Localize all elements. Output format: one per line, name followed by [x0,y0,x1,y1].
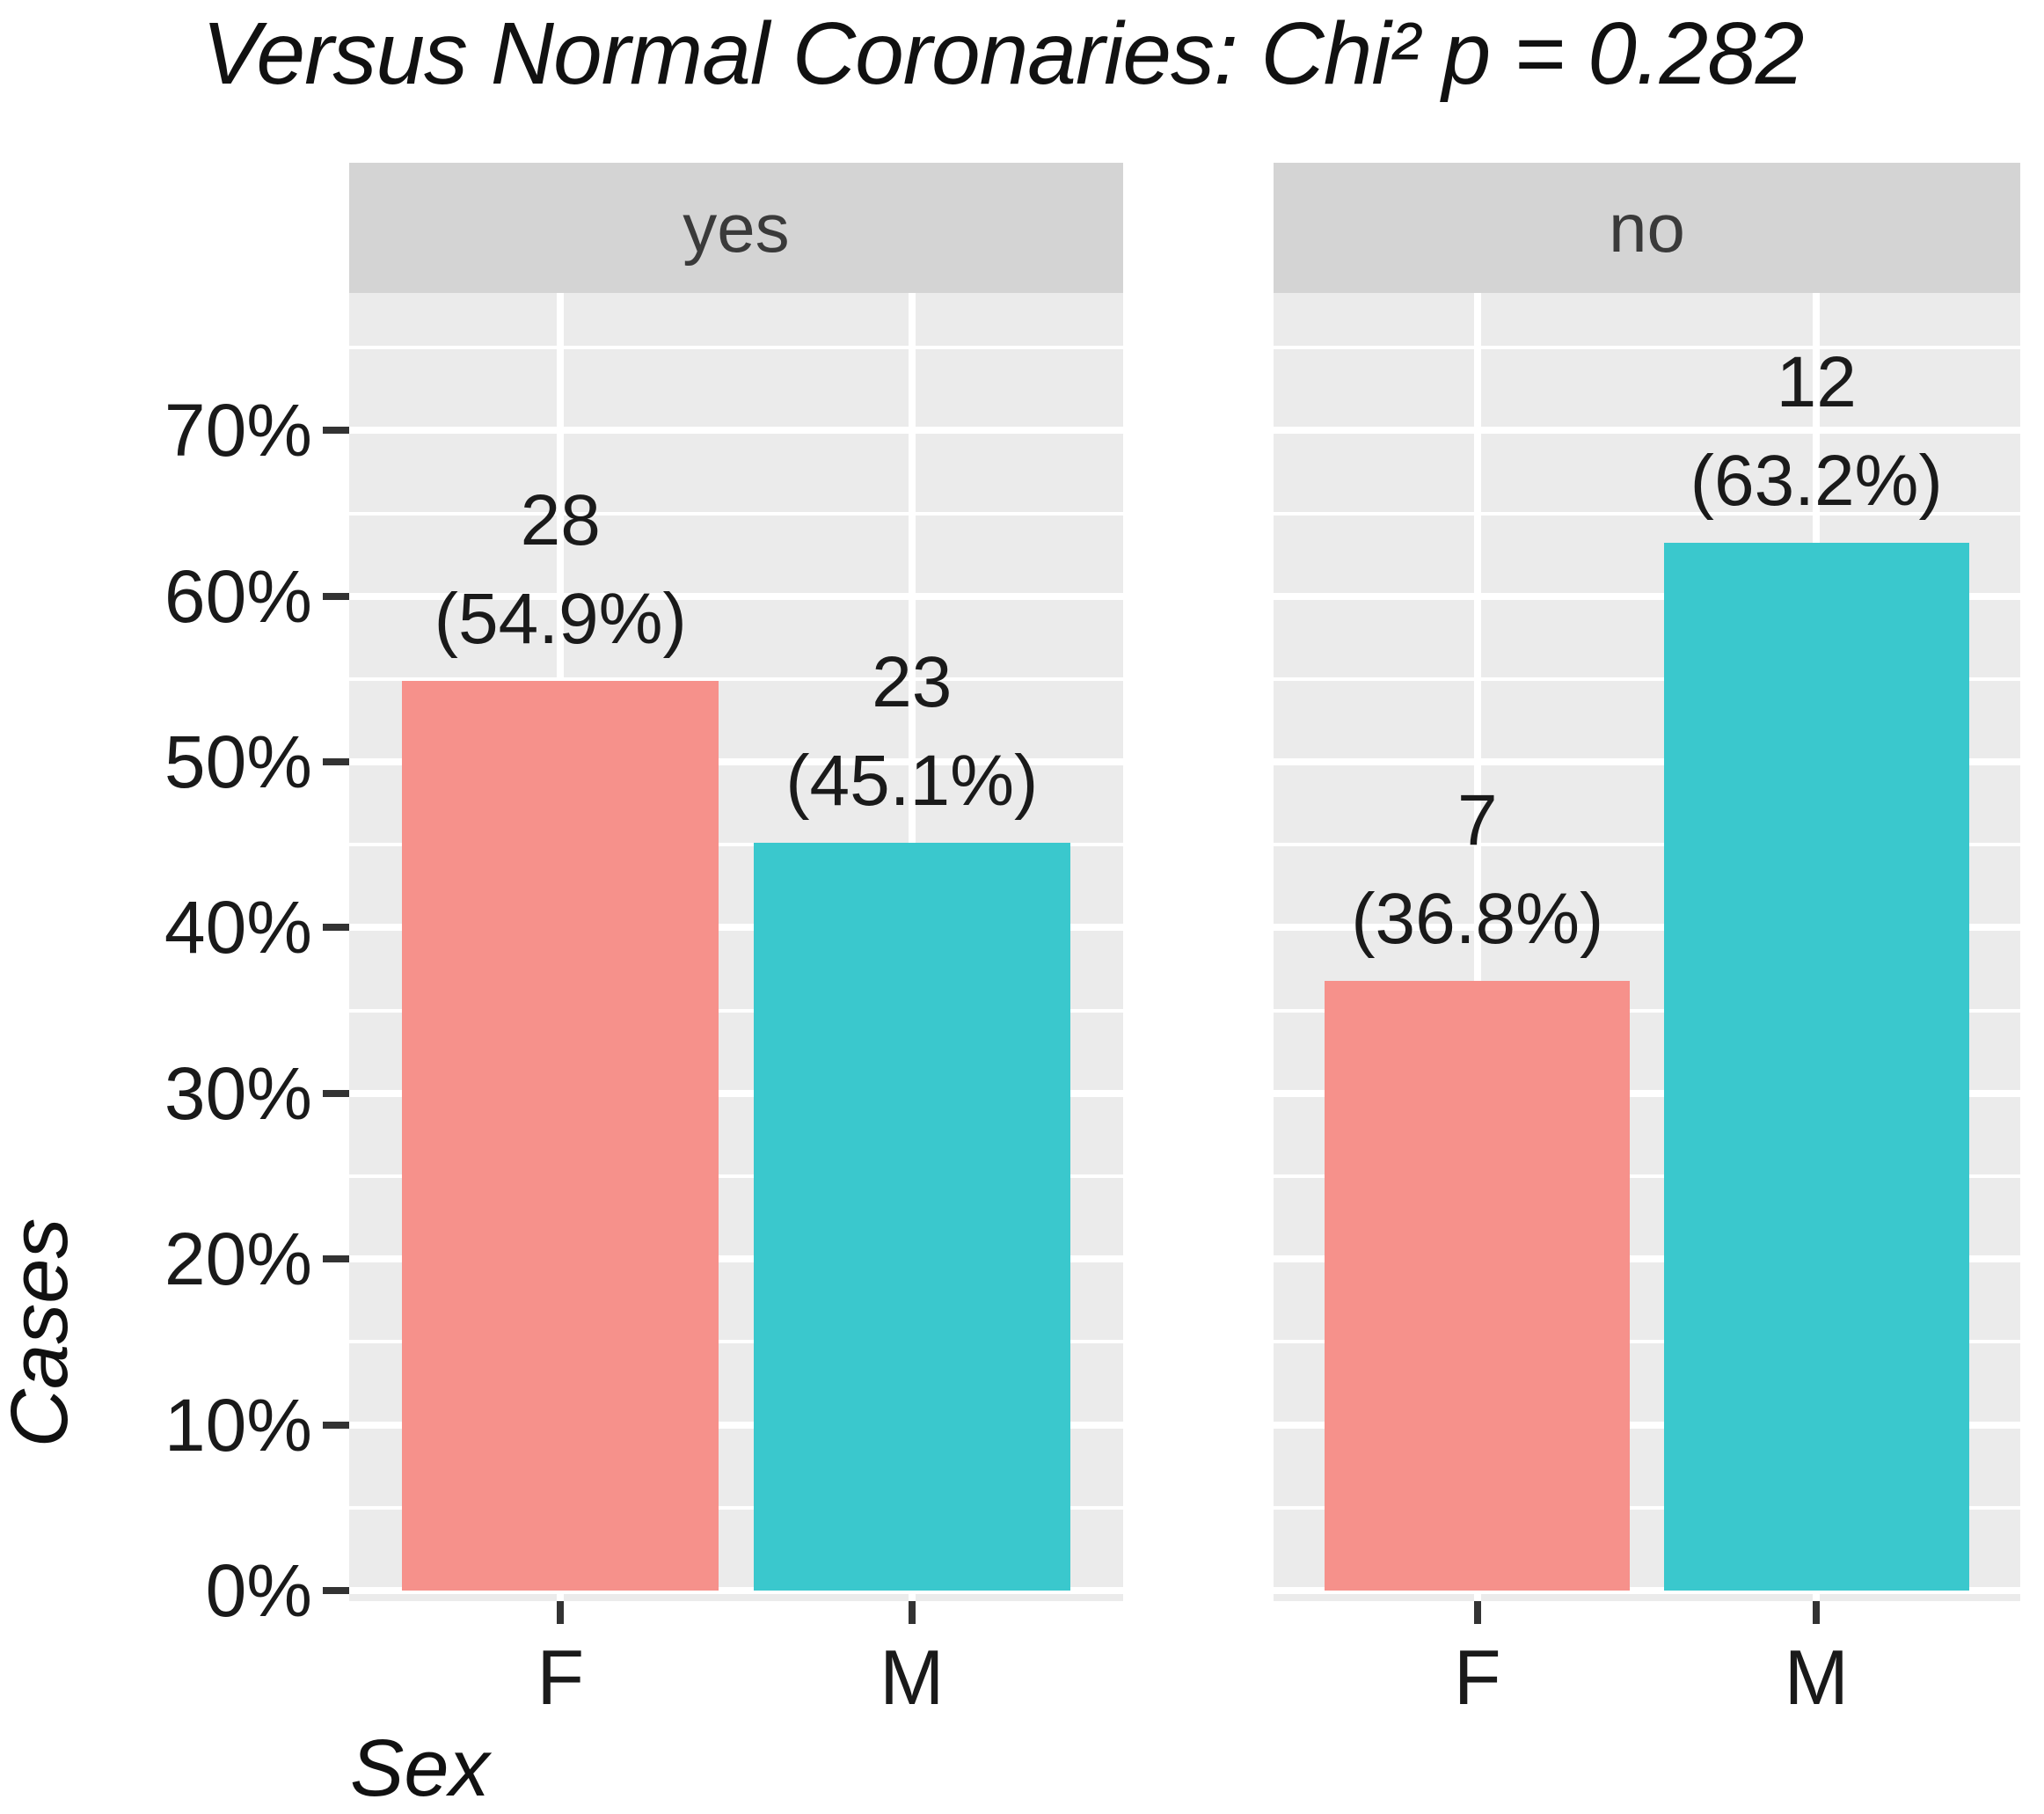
minor-gridline-65 [1274,511,2020,516]
y-tick-mark-60 [323,592,349,600]
x-axis-title: Sex [350,1723,490,1813]
bar-pct-label: (54.9%) [434,578,687,659]
x-tick-mark-no-M [1813,1601,1821,1624]
minor-gridline-35 [1274,1008,2020,1013]
major-gridline-70 [1274,427,2020,435]
y-tick-label-0: 0% [205,1549,312,1632]
y-tick-label-10: 10% [164,1383,312,1467]
chart-title: Versus Normal Coronaries: Chi² p = 0.282 [201,4,1805,103]
y-tick-mark-40 [323,924,349,932]
major-gridline-50 [1274,758,2020,766]
bar-value-label-yes-F: 28 (54.9%) [279,472,842,669]
bar-value-label-no-F: 7 (36.8%) [1196,772,1759,969]
y-tick-mark-0 [323,1587,349,1594]
major-gridline-0 [1274,1587,2020,1594]
major-gridline-20 [349,1255,1123,1263]
bar-count-label: 7 [1456,779,1498,860]
bar-value-label-yes-M: 23 (45.1%) [631,633,1194,830]
bar-count-label: 28 [520,479,601,560]
x-tick-label-no-F: F [1453,1634,1501,1721]
major-gridline-0 [349,1587,1123,1594]
y-tick-label-60: 60% [164,554,312,638]
x-tick-label-no-M: M [1784,1634,1849,1721]
y-tick-mark-70 [323,427,349,435]
minor-gridline-5 [1274,1505,2020,1510]
minor-gridline-5 [349,1505,1123,1510]
y-tick-label-50: 50% [164,720,312,804]
major-gridline-30 [349,1089,1123,1097]
x-tick-label-yes-M: M [880,1634,945,1721]
major-gridline-20 [1274,1255,2020,1263]
y-tick-mark-20 [323,1255,349,1263]
minor-gridline-25 [1274,1174,2020,1179]
minor-gridline-75 [1274,346,2020,350]
major-gridline-40 [1274,924,2020,932]
bar-count-label: 23 [872,642,953,723]
y-tick-label-70: 70% [164,389,312,472]
major-gridline-60 [349,592,1123,600]
major-gridline-60 [1274,592,2020,600]
facet-strip-yes: yes [349,163,1123,293]
facet-strip-label: no [1609,188,1685,267]
major-gridline-50 [349,758,1123,766]
bar-yes-F [402,680,719,1591]
bar-value-label-no-M: 12 (63.2%) [1535,333,2044,530]
facet-panel-yes [349,293,1123,1601]
bar-pct-label: (36.8%) [1351,878,1604,959]
minor-gridline-45 [349,843,1123,847]
y-axis-title: Cases [0,1218,84,1448]
y-tick-label-20: 20% [164,1218,312,1301]
major-gridline-10 [1274,1421,2020,1429]
x-tick-mark-no-F [1473,1601,1481,1624]
major-gridline-70 [349,427,1123,435]
minor-gridline-45 [1274,843,2020,847]
minor-gridline-55 [349,677,1123,681]
x-tick-label-yes-F: F [537,1634,585,1721]
bar-no-F [1325,980,1631,1591]
minor-gridline-55 [1274,677,2020,681]
y-tick-label-30: 30% [164,1051,312,1135]
minor-gridline-15 [1274,1340,2020,1344]
facet-strip-label: yes [683,188,790,267]
y-tick-mark-30 [323,1089,349,1097]
minor-gridline-35 [349,1008,1123,1013]
y-tick-mark-50 [323,758,349,766]
x-tick-mark-yes-M [908,1601,916,1624]
major-gridline-30 [1274,1089,2020,1097]
facet-panel-no [1274,293,2020,1601]
major-gridline-x-F [1473,293,1481,1601]
minor-gridline-65 [349,511,1123,516]
bar-pct-label: (63.2%) [1690,441,1943,522]
y-tick-label-40: 40% [164,886,312,969]
x-tick-mark-yes-F [557,1601,565,1624]
y-tick-mark-10 [323,1421,349,1429]
major-gridline-40 [349,924,1123,932]
bar-count-label: 12 [1776,342,1857,423]
minor-gridline-15 [349,1340,1123,1344]
bar-pct-label: (45.1%) [785,741,1039,822]
bar-no-M [1663,543,1969,1591]
minor-gridline-75 [349,346,1123,350]
bar-yes-M [753,843,1070,1591]
major-gridline-10 [349,1421,1123,1429]
facet-strip-no: no [1274,163,2020,293]
minor-gridline-25 [349,1174,1123,1179]
